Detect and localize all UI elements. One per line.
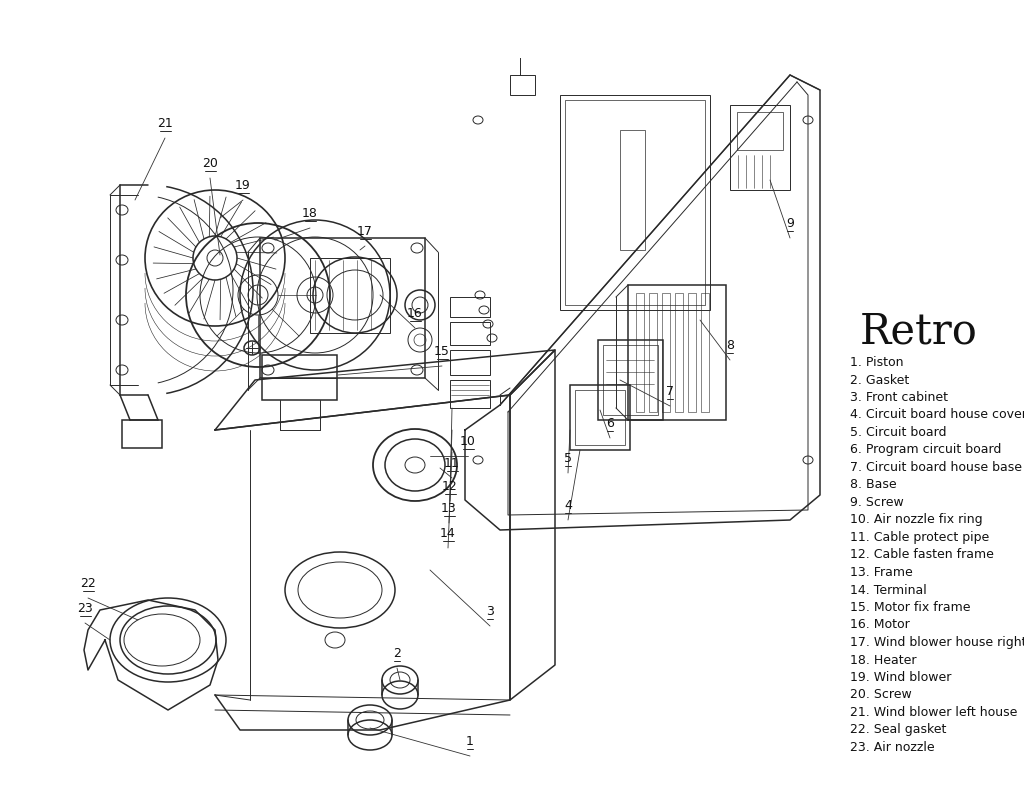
Text: 7: 7: [666, 385, 674, 398]
Bar: [662, 293, 670, 412]
Text: 3: 3: [486, 605, 494, 618]
Bar: [620, 130, 645, 250]
Text: 20. Screw: 20. Screw: [850, 689, 911, 702]
Text: 21: 21: [157, 117, 173, 130]
Text: Retro: Retro: [860, 310, 978, 352]
Bar: [560, 95, 710, 310]
Text: 1. Piston: 1. Piston: [850, 356, 903, 369]
Text: 6: 6: [606, 417, 614, 430]
Bar: [575, 390, 625, 445]
Text: 9. Screw: 9. Screw: [850, 496, 904, 509]
Text: 2. Gasket: 2. Gasket: [850, 374, 909, 386]
Bar: [262, 355, 337, 400]
Bar: [737, 112, 783, 150]
Text: 1: 1: [466, 735, 474, 748]
Text: 5. Circuit board: 5. Circuit board: [850, 426, 946, 439]
Text: 9: 9: [786, 217, 794, 230]
Text: 16. Motor: 16. Motor: [850, 618, 909, 631]
Text: 19. Wind blower: 19. Wind blower: [850, 671, 951, 684]
Text: 12: 12: [442, 480, 458, 493]
Text: 20: 20: [202, 157, 218, 170]
Text: 17. Wind blower house right cover: 17. Wind blower house right cover: [850, 636, 1024, 649]
Text: 15: 15: [434, 345, 450, 358]
Text: 13. Frame: 13. Frame: [850, 566, 912, 579]
Bar: [675, 293, 683, 412]
Text: 12. Cable fasten frame: 12. Cable fasten frame: [850, 549, 994, 562]
Text: 23. Air nozzle: 23. Air nozzle: [850, 741, 935, 754]
Bar: [701, 293, 709, 412]
Bar: [649, 293, 657, 412]
Bar: [122, 420, 162, 448]
Text: 23: 23: [77, 602, 93, 615]
Text: 8: 8: [726, 339, 734, 352]
Bar: [260, 238, 425, 378]
Text: 4. Circuit board house cover: 4. Circuit board house cover: [850, 409, 1024, 422]
Bar: [570, 385, 630, 450]
Bar: [603, 345, 658, 415]
Text: 11: 11: [444, 457, 460, 470]
Text: 10: 10: [460, 435, 476, 448]
Bar: [450, 297, 490, 317]
Text: 11. Cable protect pipe: 11. Cable protect pipe: [850, 531, 989, 544]
Text: 5: 5: [564, 452, 572, 465]
Text: 17: 17: [357, 225, 373, 238]
Bar: [510, 75, 535, 95]
Text: 19: 19: [236, 179, 251, 192]
Bar: [450, 350, 490, 375]
Text: 8. Base: 8. Base: [850, 478, 897, 491]
Text: 18. Heater: 18. Heater: [850, 654, 916, 666]
Text: 7. Circuit board house base: 7. Circuit board house base: [850, 461, 1022, 474]
Text: 18: 18: [302, 207, 317, 220]
Text: 15. Motor fix frame: 15. Motor fix frame: [850, 601, 971, 614]
Bar: [628, 285, 726, 420]
Bar: [636, 293, 644, 412]
Text: 3. Front cabinet: 3. Front cabinet: [850, 391, 948, 404]
Text: 6. Program circuit board: 6. Program circuit board: [850, 443, 1001, 457]
Text: 22. Seal gasket: 22. Seal gasket: [850, 723, 946, 737]
Bar: [310, 258, 390, 333]
Text: 4: 4: [564, 499, 572, 512]
Text: 14: 14: [440, 527, 456, 540]
Bar: [688, 293, 696, 412]
Bar: [730, 105, 790, 190]
Text: 22: 22: [80, 577, 96, 590]
Bar: [598, 340, 663, 420]
Bar: [565, 100, 705, 305]
Text: 14. Terminal: 14. Terminal: [850, 583, 927, 597]
Text: 21. Wind blower left house: 21. Wind blower left house: [850, 706, 1018, 719]
Text: 2: 2: [393, 647, 401, 660]
Bar: [450, 380, 490, 408]
Text: 13: 13: [441, 502, 457, 515]
Bar: [450, 322, 490, 345]
Text: 10. Air nozzle fix ring: 10. Air nozzle fix ring: [850, 514, 983, 526]
Text: 16: 16: [408, 307, 423, 320]
